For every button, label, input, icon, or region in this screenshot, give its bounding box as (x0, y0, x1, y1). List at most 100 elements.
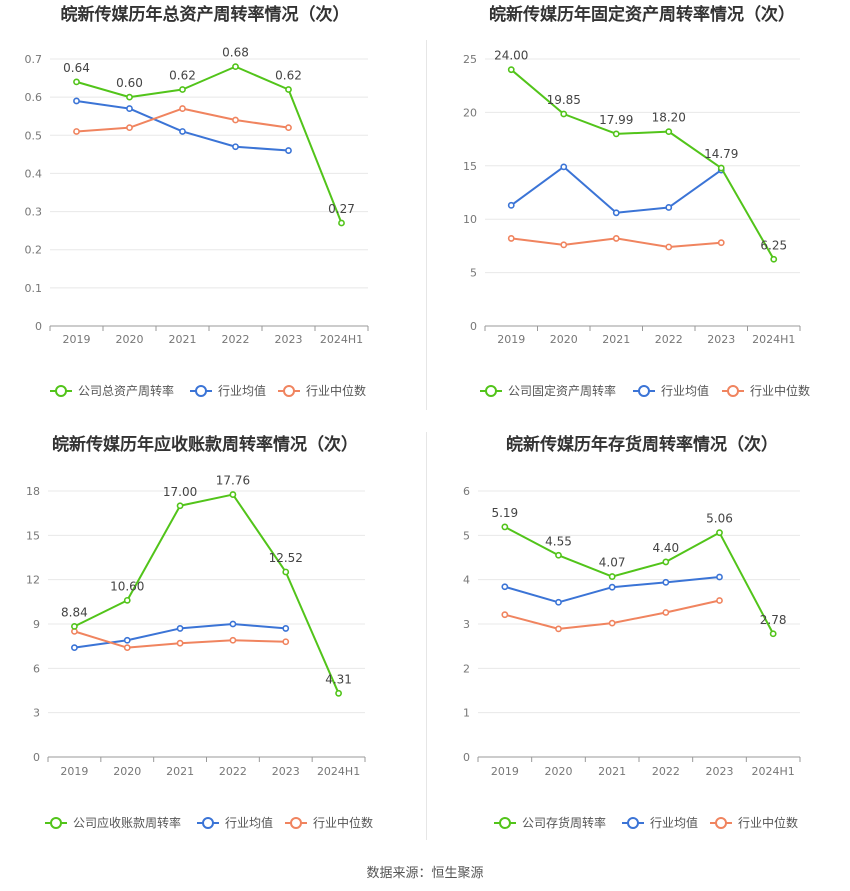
data-point (717, 239, 725, 247)
x-tick-label: 2023 (706, 765, 734, 778)
data-point (229, 491, 237, 498)
data-point (232, 143, 239, 151)
data-point (126, 105, 133, 112)
chart-panel-1: 皖新传媒历年总资产周转率情况（次） 0 0.1 0.2 0.3 0.4 0.5 0.6 0.7 2… (25, 4, 369, 398)
y-tick-label: 3 (33, 707, 40, 720)
series-line-1 (73, 493, 340, 694)
data-point (665, 128, 673, 136)
data-point (612, 130, 620, 138)
y-tick-label: 0.5 (25, 129, 43, 142)
data-point (555, 551, 562, 559)
data-point (769, 630, 777, 638)
x-tick-label: 2020 (545, 765, 573, 778)
data-label: 0.64 (63, 61, 90, 75)
legend-label: 公司总资产周转率 (78, 383, 174, 398)
chart-panel-2: 皖新传媒历年固定资产周转率情况（次） 0 5 10 15 20 25 2019 2020 2021… (463, 4, 810, 398)
series-line-2 (510, 165, 722, 214)
x-tick-label: 2019 (497, 333, 525, 346)
series-line-1 (510, 68, 775, 260)
data-point (71, 622, 78, 630)
data-label: 4.40 (652, 541, 679, 555)
data-label: 24.00 (494, 49, 528, 63)
y-tick-label: 12 (26, 574, 40, 587)
y-tick-label: 5 (463, 529, 470, 542)
data-label: 14.79 (704, 147, 738, 161)
data-point (717, 164, 725, 172)
data-label: 0.27 (328, 202, 355, 216)
legend-label: 公司存货周转率 (522, 815, 606, 830)
data-point (73, 97, 80, 105)
legend-marker (283, 385, 295, 397)
data-label: 10.60 (110, 579, 144, 593)
y-tick-label: 0.6 (25, 91, 43, 104)
data-point (179, 128, 186, 135)
x-tick-label: 2020 (550, 333, 578, 346)
data-point (126, 93, 133, 101)
y-tick-label: 0.4 (25, 167, 43, 180)
y-tick-label: 6 (463, 485, 470, 498)
data-point (665, 204, 673, 211)
data-point (232, 63, 239, 71)
legend-label: 行业中位数 (738, 815, 798, 830)
data-point (716, 597, 723, 604)
data-point (282, 638, 290, 646)
data-point (612, 209, 620, 217)
legend-marker (715, 817, 727, 829)
data-point (285, 86, 292, 93)
y-tick-label: 20 (463, 106, 477, 119)
data-label: 0.62 (275, 69, 302, 83)
legend-marker (727, 385, 739, 397)
data-source-note: 数据来源：恒生聚源 (366, 866, 484, 881)
y-tick-label: 0 (470, 320, 477, 333)
y-tick-label: 0 (35, 320, 42, 333)
data-point (179, 105, 186, 112)
legend-label: 公司固定资产周转率 (508, 383, 616, 398)
data-point (665, 243, 673, 251)
chart-title: 皖新传媒历年总资产周转率情况（次） (61, 4, 350, 25)
data-point (612, 235, 620, 242)
data-point (555, 625, 562, 633)
y-tick-label: 9 (33, 618, 40, 631)
chart-title: 皖新传媒历年固定资产周转率情况（次） (489, 4, 795, 25)
legend-marker (485, 385, 497, 397)
data-point (501, 611, 509, 619)
data-point (662, 609, 670, 616)
legend-label: 行业中位数 (313, 815, 373, 830)
x-tick-label: 2021 (602, 333, 630, 346)
data-point (176, 502, 184, 510)
data-point (338, 219, 345, 227)
legend-marker (55, 385, 67, 397)
data-point (73, 128, 80, 135)
y-tick-label: 0.2 (25, 244, 43, 257)
series-line-1 (504, 526, 775, 635)
data-label: 17.99 (599, 113, 633, 127)
y-tick-label: 18 (26, 485, 40, 498)
y-tick-label: 0 (33, 751, 40, 764)
legend-label: 行业均值 (218, 383, 266, 398)
data-point (285, 147, 292, 154)
data-label: 17.76 (216, 474, 250, 488)
legend-label: 行业均值 (650, 815, 698, 830)
data-label: 0.60 (116, 76, 143, 90)
y-tick-label: 4 (463, 574, 470, 587)
data-point (73, 78, 80, 86)
x-tick-label: 2022 (652, 765, 680, 778)
data-point (507, 235, 515, 242)
data-label: 12.52 (269, 551, 303, 565)
data-label: 4.07 (599, 556, 626, 570)
data-label: 2.78 (760, 613, 787, 627)
data-point (179, 86, 186, 93)
x-tick-label: 2023 (275, 333, 303, 346)
data-label: 19.85 (547, 93, 581, 107)
x-tick-label: 2023 (272, 765, 300, 778)
y-tick-label: 10 (463, 213, 477, 226)
y-tick-label: 15 (463, 160, 477, 173)
data-point (126, 124, 133, 132)
data-label: 8.84 (61, 605, 88, 619)
x-tick-label: 2020 (113, 765, 141, 778)
data-point (608, 619, 616, 627)
data-point (662, 558, 670, 566)
x-tick-label: 2024H1 (752, 765, 795, 778)
x-tick-label: 2021 (598, 765, 626, 778)
data-point (555, 598, 562, 606)
